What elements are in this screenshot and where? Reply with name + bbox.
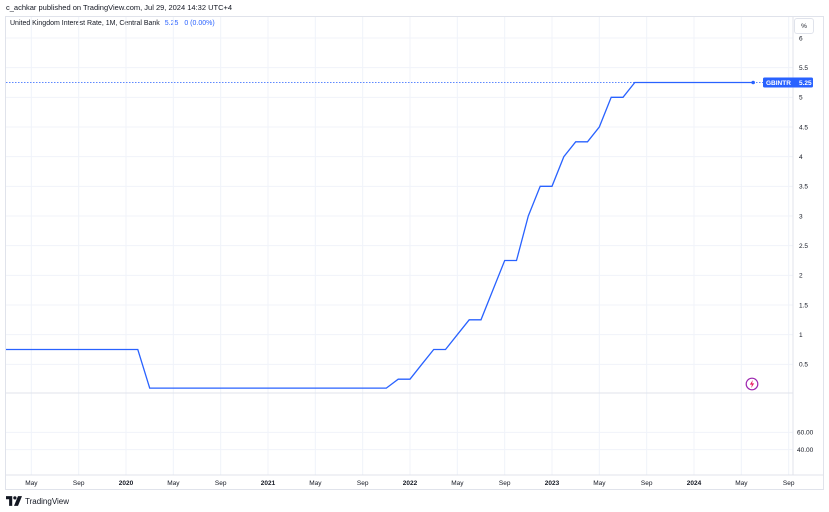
y-tick-label: 4.5: [799, 124, 808, 131]
x-tick-label: Sep: [783, 480, 795, 487]
x-tick-label: Sep: [73, 480, 85, 487]
time-axis: May Sep 2020 May Sep 2021 May Sep 2022 May Sep 2023…: [25, 480, 795, 487]
lower-tick-label: 40.00: [797, 447, 814, 454]
x-tick-label: Sep: [357, 480, 369, 487]
y-tick-label: 3: [799, 213, 803, 220]
price-tag: GBINTR 5.25: [763, 77, 813, 88]
symbol-description[interactable]: United Kingdom Interest Rate, 1M, Centra…: [10, 20, 160, 27]
x-tick-label: 2023: [545, 480, 560, 487]
x-tick-label: 2021: [261, 480, 276, 487]
x-tick-label: May: [309, 480, 322, 487]
x-tick-label: May: [735, 480, 748, 487]
x-tick-label: Sep: [499, 480, 511, 487]
x-tick-label: 2020: [119, 480, 134, 487]
x-tick-label: Sep: [641, 480, 653, 487]
tradingview-logo-icon: [6, 496, 22, 506]
series-line-gbintr[interactable]: [6, 81, 754, 389]
y-tick-label: 5: [799, 95, 803, 102]
footer-brand[interactable]: TradingView: [6, 496, 69, 506]
last-point-marker: [751, 80, 755, 85]
lightning-icon[interactable]: [745, 377, 759, 391]
y-tick-label: 4: [799, 154, 803, 161]
y-tick-label: 2: [799, 273, 803, 280]
y-tick-label: 1: [799, 332, 803, 339]
x-tick-label: 2024: [687, 480, 702, 487]
x-tick-label: May: [25, 480, 38, 487]
grid: [6, 17, 793, 475]
y-tick-label: 0.5: [799, 362, 808, 369]
x-tick-label: May: [593, 480, 606, 487]
price-tag-symbol: GBINTR: [766, 80, 791, 87]
price-axis: 6 5.5 5 4.5 4 3.5 3 2.5 2 1.5 1 0.5: [799, 35, 808, 368]
x-tick-label: Sep: [215, 480, 227, 487]
publisher-line: c_achkar published on TradingView.com, J…: [6, 3, 233, 12]
x-tick-label: May: [167, 480, 180, 487]
y-tick-label: 1.5: [799, 302, 808, 309]
percent-scale-button[interactable]: %: [794, 18, 814, 34]
y-tick-label: 2.5: [799, 243, 808, 250]
chart-frame: [5, 16, 824, 490]
price-tag-value: 5.25: [799, 80, 812, 87]
last-value: 5.25: [164, 20, 179, 27]
chart-legend: United Kingdom Interest Rate, 1M, Centra…: [10, 20, 215, 27]
x-tick-label: May: [451, 480, 464, 487]
y-tick-label: 5.5: [799, 65, 808, 72]
price-tag-background: [763, 77, 813, 88]
change-value: 0 (0.00%): [184, 20, 215, 27]
brand-name: TradingView: [25, 496, 70, 506]
lower-tick-label: 60.00: [797, 430, 814, 437]
y-tick-label: 6: [799, 35, 803, 42]
y-tick-label: 3.5: [799, 184, 808, 191]
lower-pane-axis: 60.00 40.00: [797, 430, 814, 454]
x-tick-label: 2022: [403, 480, 418, 487]
